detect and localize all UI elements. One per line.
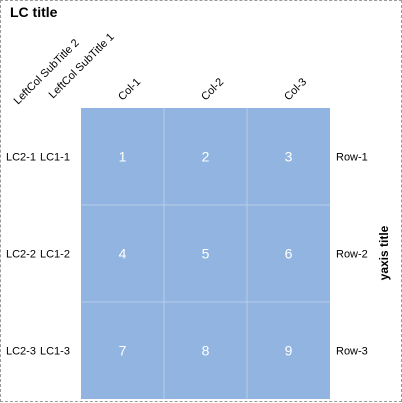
cell-value-label: 3	[285, 149, 293, 165]
column-label: Col-1	[116, 76, 143, 103]
y-axis-title: yaxis title	[377, 225, 391, 280]
cell-value-label: 8	[202, 343, 210, 359]
row-label: Row-2	[336, 249, 368, 261]
left-col-2-label: LC2-1	[6, 152, 36, 164]
heatmap-cell	[247, 205, 330, 302]
left-col-1-label: LC1-3	[40, 346, 70, 358]
cell-value-label: 4	[119, 246, 127, 262]
heatmap-cell	[81, 108, 164, 205]
heatmap-cell	[81, 205, 164, 302]
heatmap-cell	[247, 108, 330, 205]
cell-value-label: 7	[119, 343, 127, 359]
heatmap-cell	[164, 108, 247, 205]
cell-value-label: 5	[202, 246, 210, 262]
cell-value-label: 9	[285, 343, 293, 359]
heatmap-cell	[247, 302, 330, 399]
left-col-2-label: LC2-3	[6, 346, 36, 358]
cell-value-label: 2	[202, 149, 210, 165]
left-col-1-label: LC1-1	[40, 152, 70, 164]
heatmap-cell	[164, 205, 247, 302]
chart-title: LC title	[10, 4, 58, 20]
left-col-1-label: LC1-2	[40, 249, 70, 261]
cell-value-label: 6	[285, 246, 293, 262]
column-label: Col-2	[199, 76, 226, 103]
heatmap-cell	[164, 302, 247, 399]
left-col-2-label: LC2-2	[6, 249, 36, 261]
row-label: Row-3	[336, 346, 368, 358]
heatmap-cell	[81, 302, 164, 399]
column-label: Col-3	[282, 76, 309, 103]
row-label: Row-1	[336, 152, 368, 164]
cell-value-label: 1	[119, 149, 127, 165]
